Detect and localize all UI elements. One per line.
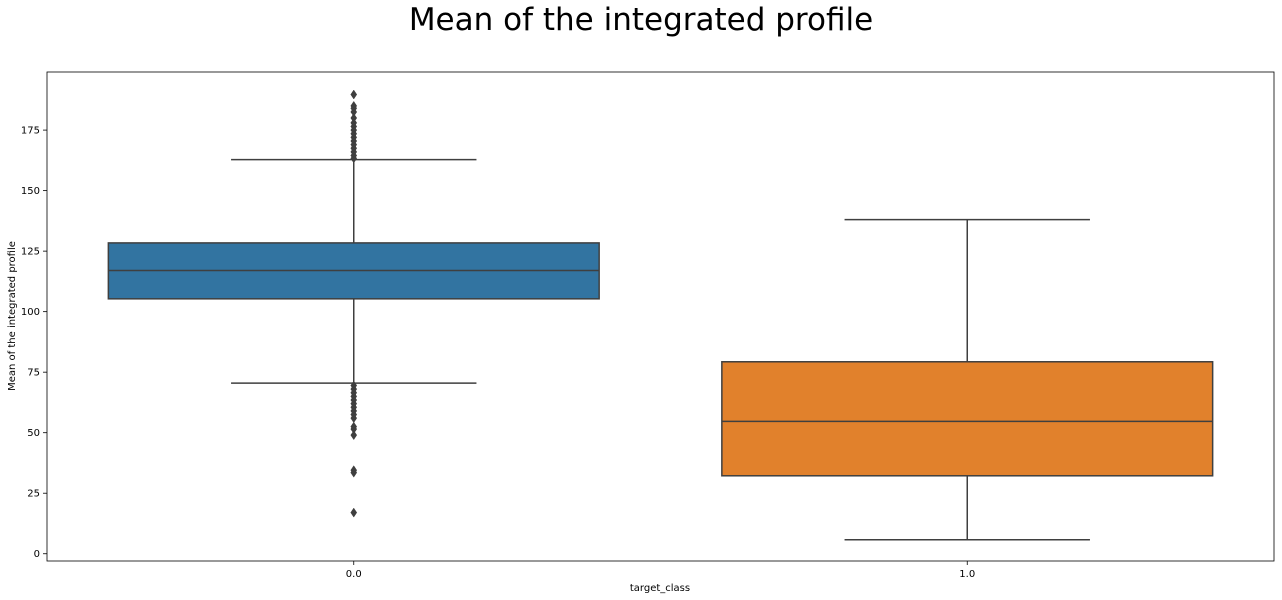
box-iqr — [721, 361, 1214, 477]
y-axis-label: Mean of the integrated profile — [7, 241, 18, 391]
y-axis: 0 25 50 75 100 125 150 175 — [21, 126, 47, 560]
y-tick-label: 75 — [27, 368, 40, 379]
box-group-1.0 — [721, 218, 1214, 541]
y-tick-label: 100 — [21, 307, 40, 318]
x-tick-label: 0.0 — [346, 569, 362, 580]
box-group-0.0 — [107, 89, 600, 518]
x-axis: 0.0 1.0 — [346, 561, 975, 580]
y-tick-label: 25 — [27, 489, 40, 500]
outlier-point — [350, 153, 358, 164]
boxes — [107, 89, 1214, 541]
y-tick-label: 50 — [27, 428, 40, 439]
x-tick-label: 1.0 — [959, 569, 975, 580]
x-axis-label: target_class — [630, 583, 690, 594]
chart-title: Mean of the integrated profile — [408, 2, 874, 38]
y-tick-label: 0 — [34, 549, 40, 560]
plot-frame — [46, 71, 1275, 562]
y-tick-label: 150 — [21, 186, 40, 197]
y-tick-label: 125 — [21, 247, 40, 258]
outlier-point — [350, 507, 358, 518]
outlier-point — [350, 89, 358, 100]
outlier-point — [350, 430, 358, 441]
outlier-point — [350, 467, 358, 478]
y-tick-label: 175 — [21, 126, 40, 137]
